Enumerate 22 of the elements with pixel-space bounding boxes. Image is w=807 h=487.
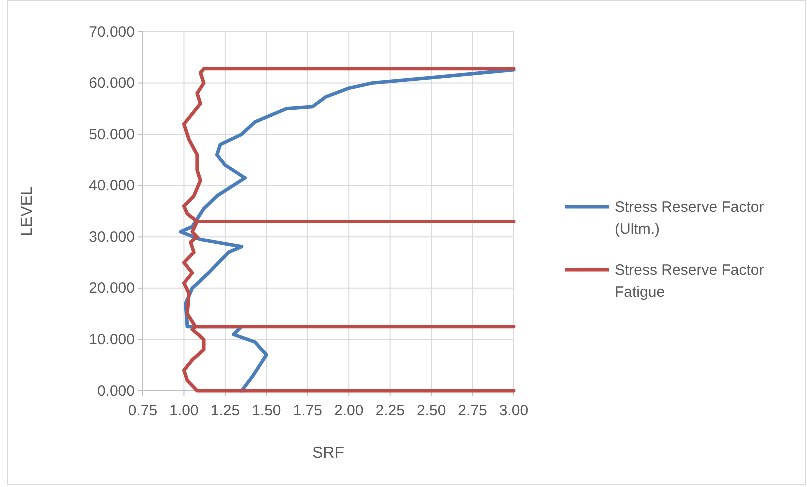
x-tick-label: 2.00	[334, 402, 364, 420]
y-tick-label: 0.000	[97, 382, 135, 400]
y-tick-label: 50.000	[89, 126, 135, 144]
x-axis-title: SRF	[312, 445, 345, 462]
x-tick-label: 2.50	[416, 402, 446, 420]
x-tick-label: 3.00	[499, 402, 529, 420]
x-tick-label: 2.25	[376, 402, 405, 420]
y-tick-label: 40.000	[89, 178, 135, 195]
y-tick-label: 30.000	[89, 228, 135, 246]
x-tick-label: 1.75	[293, 402, 322, 420]
x-tick-label: 0.75	[128, 402, 158, 420]
y-tick-label: 20.000	[89, 280, 135, 298]
x-tick-label: 2.75	[458, 402, 488, 420]
legend-label: Stress Reserve Factor (Ultm.)	[615, 199, 764, 238]
x-tick-label: 1.50	[252, 402, 282, 420]
y-tick-label: 10.000	[89, 332, 135, 349]
y-tick-label: 60.000	[89, 75, 135, 92]
x-tick-label: 1.00	[170, 402, 199, 420]
y-tick-label: 70.000	[89, 24, 135, 41]
y-axis-title: LEVEL	[19, 186, 36, 236]
x-tick-label: 1.25	[210, 402, 240, 420]
legend-label: Stress Reserve Factor Fatigue	[615, 262, 764, 301]
